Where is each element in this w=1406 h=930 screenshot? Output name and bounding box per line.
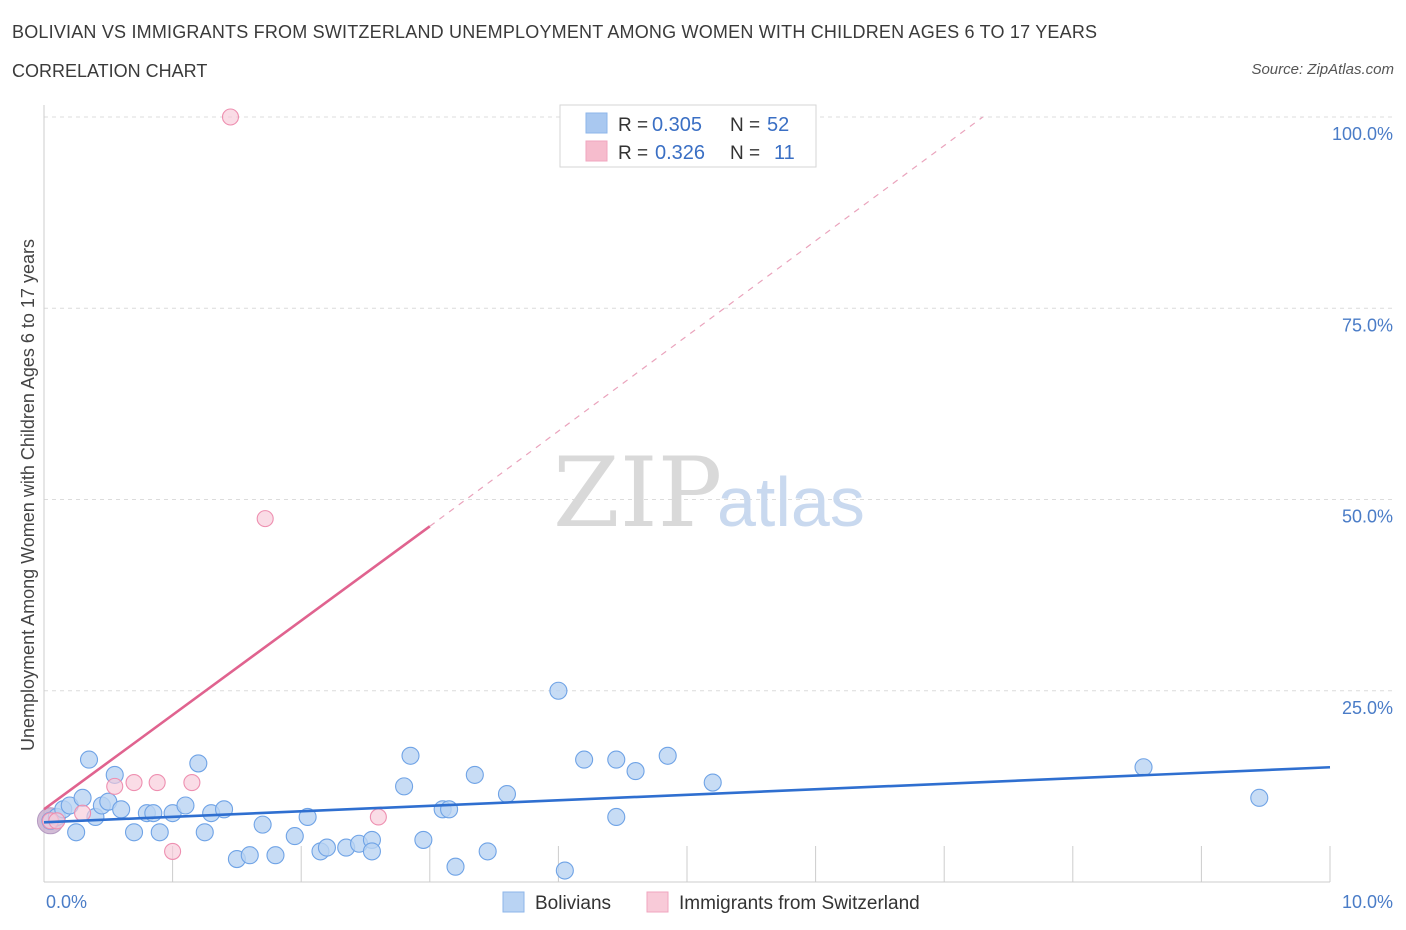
legend-swatch-swiss [585, 140, 608, 162]
data-point-bolivian [317, 838, 336, 857]
bolivians-points [36, 681, 1269, 880]
series-legend-label-swiss: Immigrants from Switzerland [679, 893, 920, 914]
data-point-bolivian [150, 823, 169, 842]
data-point-bolivian [575, 750, 594, 769]
data-point-swiss [369, 808, 387, 826]
trend-line-bolivians [43, 765, 1331, 824]
y-tick-label: 25.0% [1342, 698, 1393, 718]
data-point-swiss [221, 108, 240, 126]
legend-r-value-2: 0.326 [655, 142, 705, 164]
data-point-bolivian [124, 823, 144, 842]
legend-n-label-1: N = [730, 115, 760, 136]
legend-r-value-1: 0.305 [652, 114, 702, 136]
data-point-bolivian [189, 754, 208, 773]
data-point-bolivian [497, 784, 517, 804]
watermark-atlas: atlas [717, 463, 865, 541]
data-point-bolivian [626, 762, 645, 781]
series-legend: Bolivians Immigrants from Switzerland [502, 891, 920, 914]
data-point-bolivian [414, 830, 433, 849]
data-point-bolivian [446, 857, 465, 876]
legend-swatch-bolivians [585, 112, 608, 134]
source-credit: Source: ZipAtlas.com [1251, 61, 1394, 78]
series-legend-label-bolivians: Bolivians [535, 893, 611, 914]
data-point-swiss [74, 804, 92, 822]
data-point-swiss [148, 773, 166, 792]
data-point-bolivian [240, 846, 259, 865]
y-tick-label: 50.0% [1342, 507, 1393, 527]
data-point-bolivian [298, 807, 317, 827]
data-point-bolivian [555, 861, 574, 880]
data-point-swiss [183, 773, 201, 792]
legend-n-value-1: 52 [767, 114, 789, 136]
data-point-bolivian [607, 750, 626, 769]
data-point-bolivian [112, 800, 131, 819]
data-point-bolivian [195, 823, 214, 842]
chart-subtitle: CORRELATION CHART [12, 61, 208, 81]
data-point-bolivian [67, 823, 86, 842]
grid-lines [44, 116, 1395, 692]
y-tick-label: 100.0% [1332, 124, 1393, 144]
series-legend-swatch-bolivians [502, 891, 525, 913]
data-point-bolivian [395, 777, 414, 796]
data-point-bolivian [285, 827, 304, 846]
legend-r-label-2: R = [618, 143, 648, 164]
data-point-bolivian [176, 796, 195, 815]
data-point-swiss [256, 510, 274, 528]
data-point-swiss [125, 773, 143, 792]
watermark: ZIP atlas [553, 437, 865, 549]
data-point-bolivian [73, 788, 92, 807]
y-tick-labels: 100.0% 75.0% 50.0% 25.0% [1332, 124, 1393, 718]
data-point-bolivian [401, 746, 420, 765]
watermark-zip: ZIP [553, 437, 722, 549]
y-tick-label: 75.0% [1342, 315, 1393, 335]
data-point-bolivian [1250, 788, 1269, 807]
data-point-swiss [164, 842, 182, 860]
x-tick-label-min: 0.0% [46, 892, 87, 912]
data-point-bolivian [703, 773, 722, 792]
data-point-bolivian [266, 846, 285, 865]
data-point-bolivian [465, 765, 484, 784]
data-point-bolivian [79, 750, 99, 769]
data-point-bolivian [440, 800, 459, 819]
data-point-bolivian [253, 815, 272, 834]
trend-line-swiss [43, 525, 431, 811]
data-point-swiss [106, 777, 124, 795]
data-point-bolivian [607, 807, 626, 827]
data-point-bolivian [549, 681, 568, 700]
legend-n-value-2: 11 [774, 142, 795, 164]
chart-title: BOLIVIAN VS IMMIGRANTS FROM SWITZERLAND … [12, 22, 1098, 42]
data-point-bolivian [478, 842, 497, 861]
swiss-points [41, 108, 387, 860]
legend-n-label-2: N = [730, 143, 760, 164]
trend-lines [43, 116, 1331, 824]
data-point-bolivian [658, 746, 677, 765]
legend-r-label-1: R = [618, 115, 648, 136]
data-point-bolivian [362, 842, 381, 861]
x-tick-label-max: 10.0% [1342, 892, 1393, 912]
x-tick-labels: 0.0% 10.0% [46, 892, 1393, 912]
data-point-bolivian [1134, 758, 1153, 777]
series-legend-swatch-swiss [646, 891, 669, 913]
correlation-legend: R = 0.305 N = 52 R = 0.326 N = 11 [559, 104, 817, 168]
y-axis-label: Unemployment Among Women with Children A… [18, 239, 38, 751]
